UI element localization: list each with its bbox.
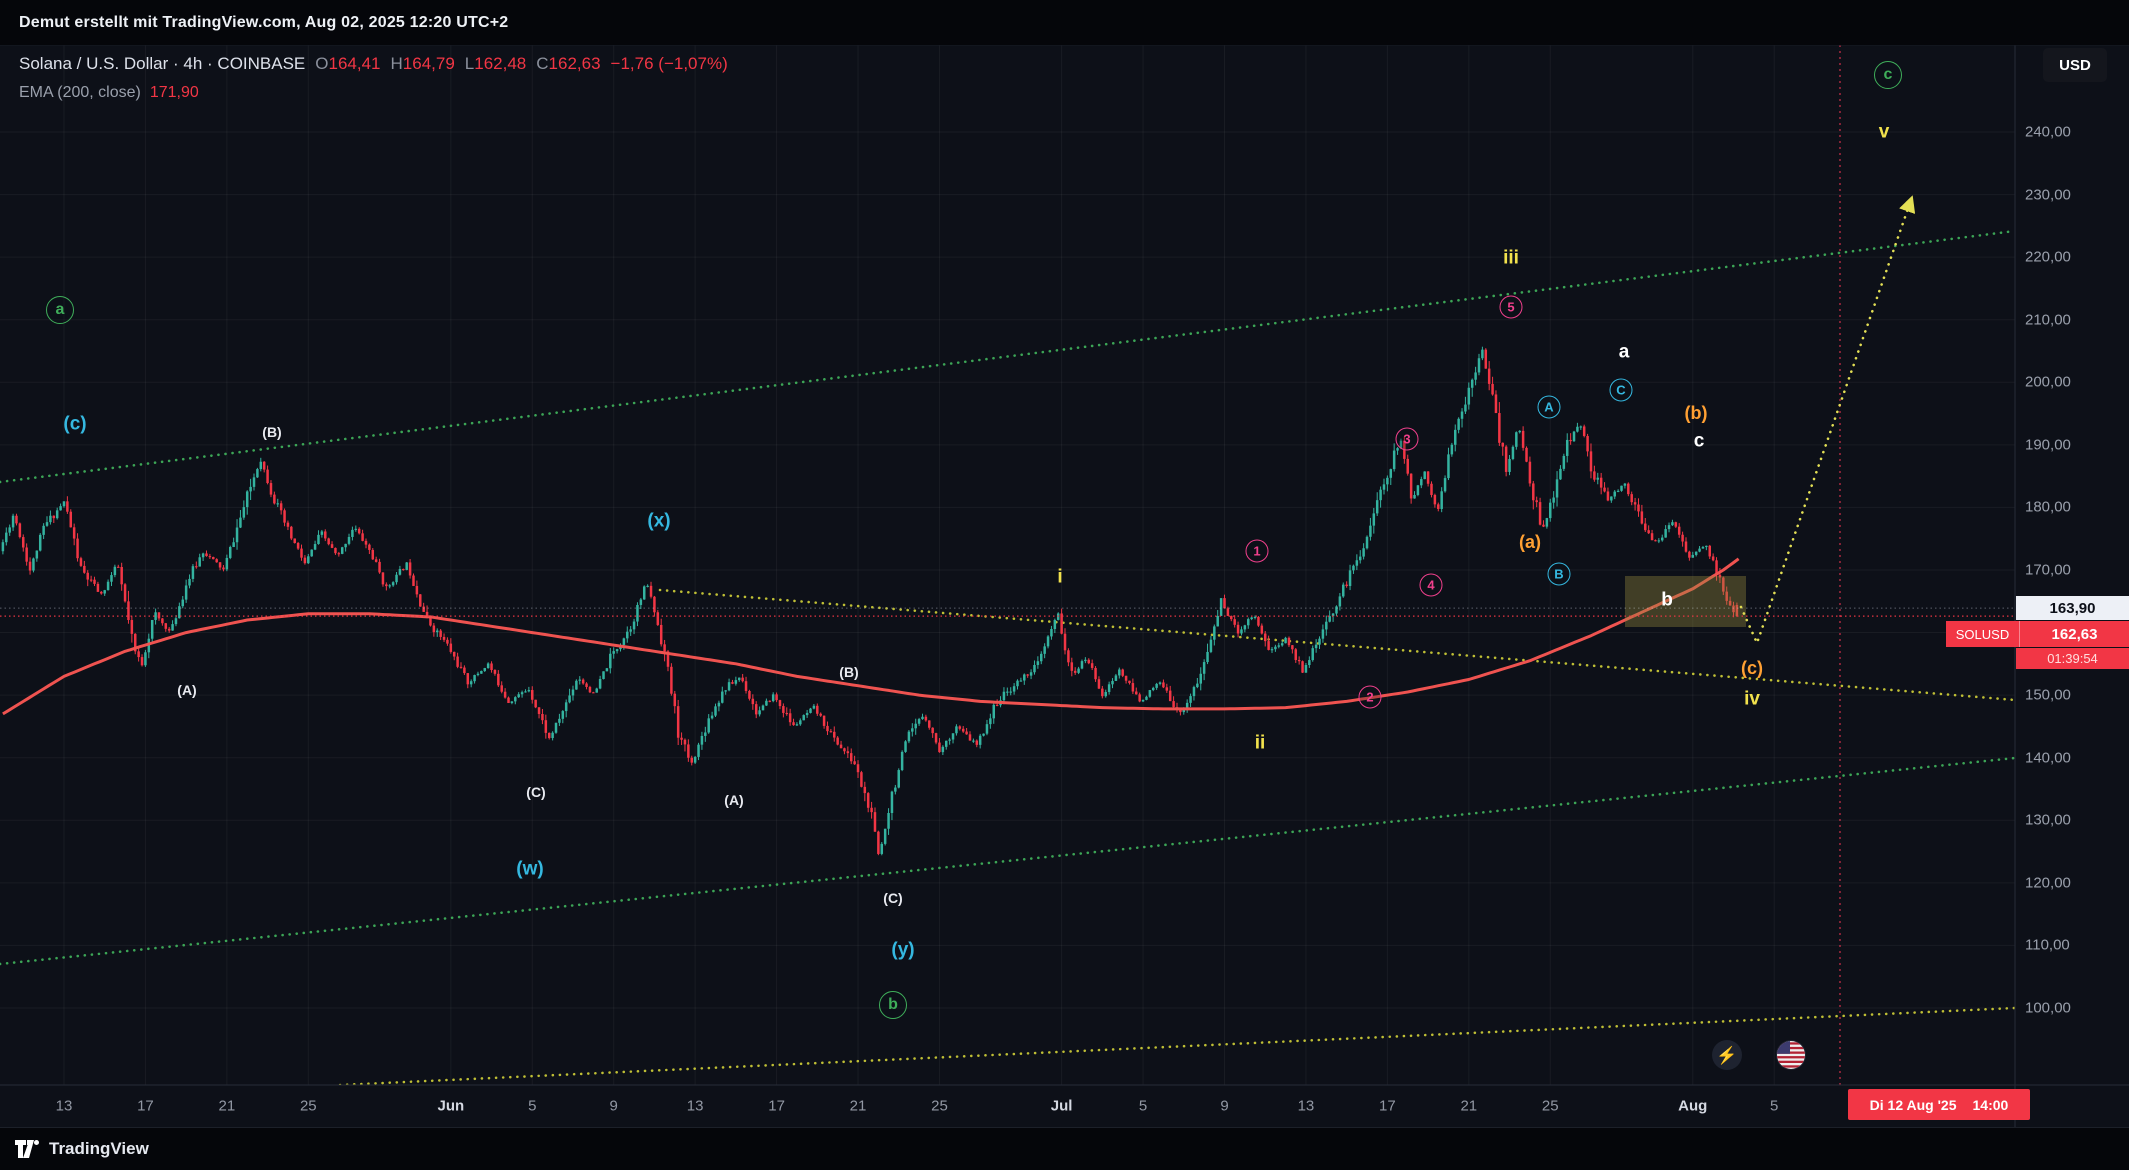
wave-label-circle-cyan-c[interactable]: C	[1609, 378, 1633, 402]
ema-indicator-value: 171,90	[149, 84, 199, 101]
wave-label-cyan-w[interactable]: (w)	[516, 858, 544, 880]
wave-label-white-b[interactable]: b	[1661, 589, 1673, 611]
wave-label-white-sm-b[interactable]: (B)	[839, 664, 859, 680]
level-price-tag: 163,90	[2016, 596, 2129, 621]
lightning-icon: ⚡	[1716, 1045, 1738, 1065]
ohlc-open: O164,41	[315, 54, 381, 73]
wave-label-yellow-v[interactable]: v	[1878, 121, 1890, 143]
wave-label-yellow-i[interactable]: i	[1057, 566, 1063, 588]
legend-line-2: EMA (200, close) 171,90	[19, 84, 728, 102]
wave-label-white-c[interactable]: c	[1693, 430, 1705, 452]
tradingview-logo-icon[interactable]	[15, 1139, 40, 1159]
trendline-channel-upper	[0, 229, 2015, 484]
ema-indicator-label[interactable]: EMA (200, close)	[19, 84, 141, 101]
wave-label-white-sm-c[interactable]: (C)	[883, 890, 903, 906]
wave-label-circle-pink-2[interactable]: 2	[1358, 685, 1382, 709]
trendline-yellow-descending	[658, 588, 2015, 702]
export-header: Demut erstellt mit TradingView.com, Aug …	[0, 0, 2129, 45]
wave-label-circle-cyan-b[interactable]: B	[1547, 562, 1571, 586]
wave-label-yellow-iv[interactable]: iv	[1744, 688, 1760, 710]
plot-area	[0, 45, 2015, 1085]
legend-line-1: Solana / U.S. Dollar · 4h · COINBASE O16…	[19, 54, 728, 74]
us-flag-icon	[1777, 1041, 1805, 1069]
wave-label-circle-green-c[interactable]: c	[1874, 61, 1902, 89]
export-header-text: Demut erstellt mit TradingView.com, Aug …	[19, 13, 509, 31]
ohlc-high: H164,79	[390, 54, 455, 73]
wave-label-circle-pink-1[interactable]: 1	[1245, 539, 1269, 563]
countdown-tag: 01:39:54	[2016, 648, 2129, 670]
wave-label-yellow-ii[interactable]: ii	[1254, 732, 1266, 754]
ideas-lightning-button[interactable]: ⚡	[1712, 1040, 1742, 1070]
wave-label-circle-green-a[interactable]: a	[46, 296, 74, 324]
wave-label-cyan-y[interactable]: (y)	[891, 939, 915, 961]
ohlc-close: C162,63	[536, 54, 601, 73]
wave-label-yellow-iii[interactable]: iii	[1503, 247, 1519, 269]
projection-arrow	[1739, 195, 1916, 647]
wave-label-white-a[interactable]: a	[1618, 341, 1630, 363]
bottom-status-bar: TradingView	[0, 1127, 2129, 1170]
symbol-ticker: SOLUSD	[1946, 621, 2020, 648]
wave-label-orange-c[interactable]: (c)	[1741, 658, 1763, 678]
symbol-legend: Solana / U.S. Dollar · 4h · COINBASE O16…	[19, 54, 728, 102]
trendline-yellow-support	[338, 1006, 2015, 1085]
price-change: −1,76 (−1,07%)	[610, 54, 728, 73]
currency-toggle-button[interactable]: USD	[2043, 48, 2107, 82]
wave-label-white-sm-b[interactable]: (B)	[262, 424, 282, 440]
wave-label-orange-a[interactable]: (a)	[1519, 532, 1541, 552]
wave-label-circle-pink-4[interactable]: 4	[1419, 573, 1443, 597]
ohlc-low: L162,48	[464, 54, 527, 73]
ema-200-line	[2, 557, 1740, 716]
last-price-value: 162,63	[2051, 625, 2098, 643]
wave-label-cyan-x[interactable]: (x)	[647, 510, 671, 532]
symbol-title[interactable]: Solana / U.S. Dollar · 4h · COINBASE	[19, 54, 306, 73]
wave-b-zone	[1625, 576, 1746, 627]
wave-label-white-sm-c[interactable]: (C)	[526, 784, 546, 800]
wave-label-white-sm-a[interactable]: (A)	[724, 792, 744, 808]
tradingview-wordmark[interactable]: TradingView	[49, 1139, 149, 1158]
wave-label-circle-green-b[interactable]: b	[879, 991, 907, 1019]
us-session-flag-button[interactable]	[1776, 1040, 1806, 1070]
wave-label-white-sm-a[interactable]: (A)	[177, 682, 197, 698]
wave-label-circle-pink-3[interactable]: 3	[1395, 427, 1419, 451]
wave-label-orange-b[interactable]: (b)	[1684, 403, 1708, 423]
last-price-tag: SOLUSD 162,63	[1946, 621, 2129, 648]
wave-label-circle-cyan-a[interactable]: A	[1537, 395, 1561, 419]
wave-label-circle-pink-5[interactable]: 5	[1499, 295, 1523, 319]
wave-label-cyan-c[interactable]: (c)	[63, 413, 87, 435]
